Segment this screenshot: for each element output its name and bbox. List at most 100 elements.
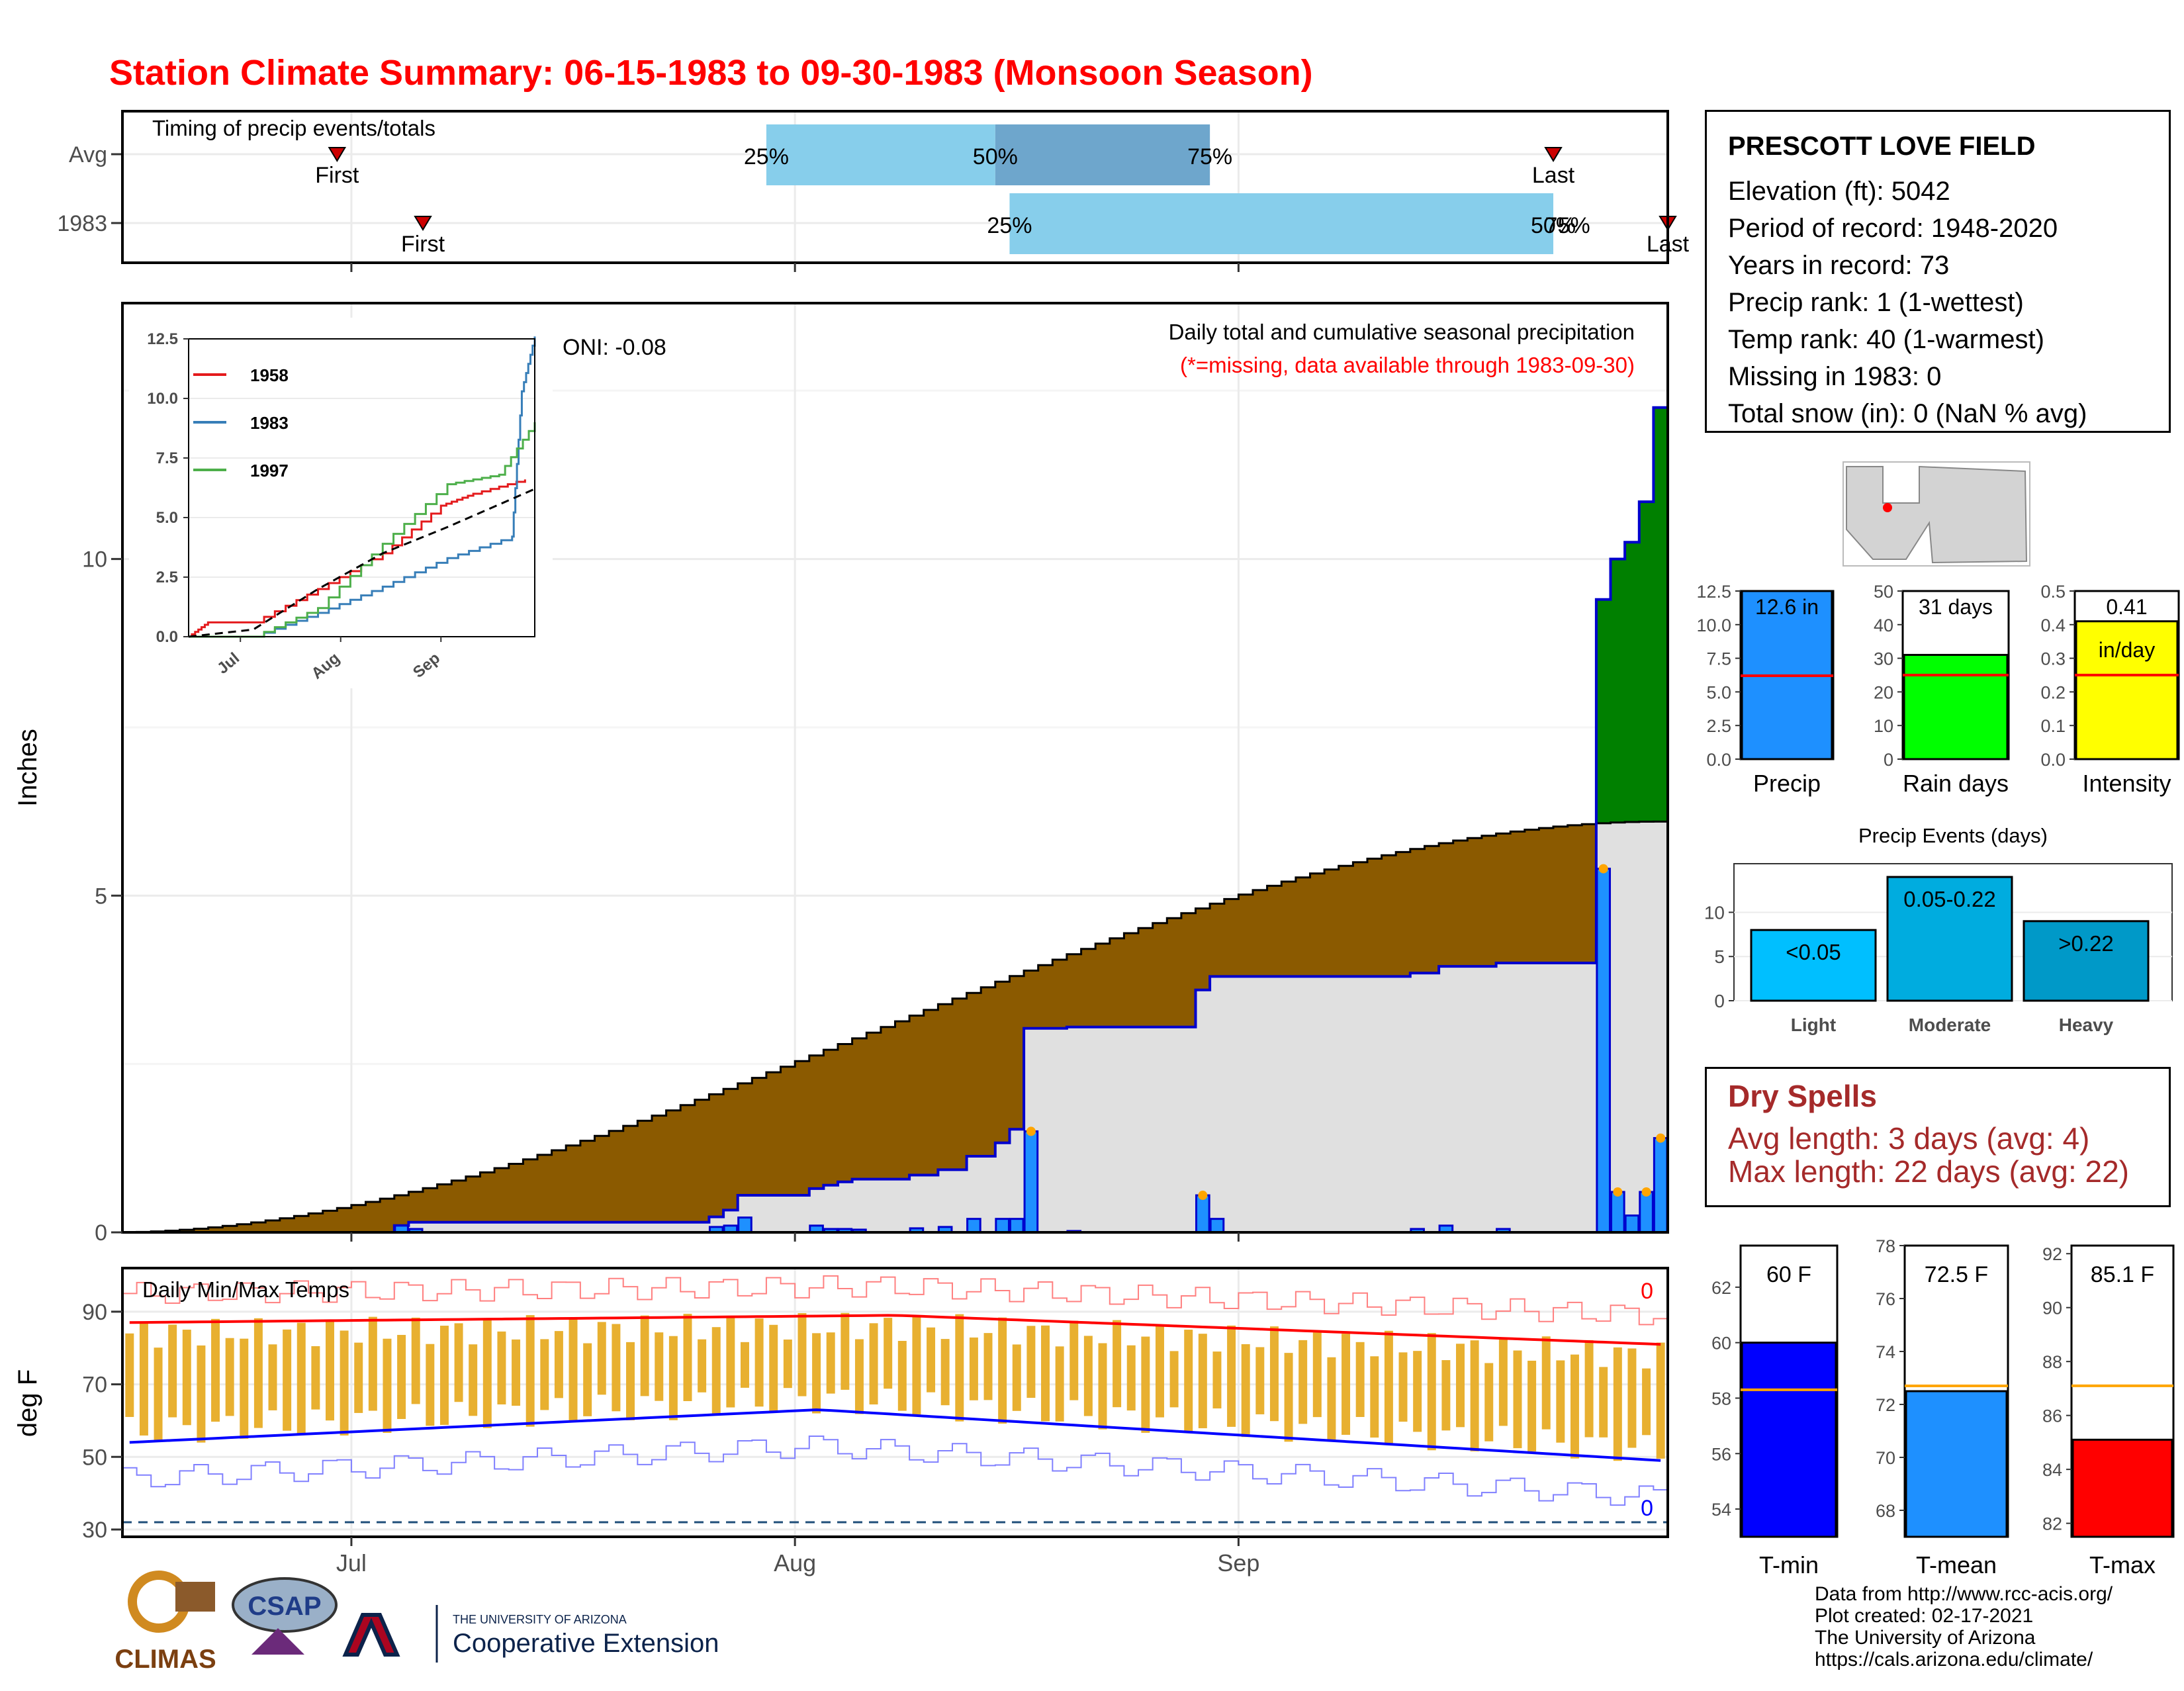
- locator-map: [1843, 461, 2030, 567]
- temp-bar-tick-label: 62: [1711, 1278, 1731, 1298]
- mini-bar-intensity: 0.0 0.1 0.2 0.3 0.4 0.5 0.41 in/day Intensity: [2040, 582, 2180, 797]
- daily-temp-bar: [1298, 1340, 1308, 1424]
- mini-bar-value: [2075, 620, 2179, 760]
- csap-logo-mountain: [251, 1628, 304, 1655]
- mini-bar-value: [1903, 654, 2009, 760]
- daily-temp-bar: [1083, 1336, 1093, 1416]
- event-bar-moderate: [1886, 876, 2013, 1002]
- cumulative-1983-line: [122, 406, 1668, 1234]
- daily-temp-bar: [668, 1336, 678, 1420]
- daily-temp-bar: [283, 1329, 292, 1431]
- daily-temp-bar: [983, 1333, 993, 1400]
- x-axis-month-label: Jul: [336, 1549, 367, 1577]
- precip-y-tick-label: 5: [95, 884, 107, 909]
- event-bar-label: <0.05: [1786, 940, 1841, 964]
- daily-temp-bar: [1413, 1351, 1422, 1432]
- last-event-marker: [1544, 147, 1563, 162]
- dry-spells-avg: Avg length: 3 days (avg: 4): [1728, 1121, 2090, 1156]
- precip-y-tick-label: 10: [82, 547, 107, 572]
- credit-line-3: The University of Arizona: [1815, 1627, 2036, 1649]
- daily-precip-marker: [1641, 1187, 1651, 1197]
- daily-precip-bar: [1023, 1130, 1039, 1234]
- daily-temp-bar: [1269, 1326, 1279, 1422]
- inset-y-tick-label: 0.0: [156, 628, 178, 646]
- record-low-line: [122, 1436, 1668, 1506]
- daily-temp-bar: [253, 1318, 263, 1428]
- cumulative-deficit-area: [122, 407, 1668, 1233]
- event-category-label: Light: [1791, 1015, 1836, 1035]
- avg-max-temp-line: [129, 1314, 1661, 1346]
- daily-temp-bar: [1384, 1330, 1393, 1445]
- daily-temp-bar: [354, 1342, 363, 1413]
- daily-temp-bar: [1355, 1342, 1365, 1417]
- daily-temp-bar: [1212, 1351, 1222, 1409]
- daily-precip-bar: [1610, 1191, 1625, 1234]
- daily-precip-bar: [1639, 1191, 1654, 1234]
- inset-series-1983: [189, 336, 536, 638]
- event-bar-label: >0.22: [2058, 931, 2114, 956]
- mini-bar-rain-days: 0 10 20 30 40 50 31 days Rain days: [1874, 582, 2010, 797]
- daily-precip-bar: [1009, 1218, 1024, 1234]
- daily-temp-bar: [1155, 1324, 1164, 1418]
- daily-temp-bar: [139, 1322, 148, 1436]
- daily-temp-bar: [1241, 1344, 1250, 1438]
- daily-temp-bar: [1370, 1356, 1379, 1438]
- temp-bar-tick-label: 92: [2042, 1244, 2062, 1264]
- credit-line-1: Data from http://www.rcc-acis.org/: [1815, 1583, 2113, 1605]
- mini-bar-tick-label: 0.5: [2040, 582, 2066, 602]
- daily-temp-bar: [884, 1318, 893, 1389]
- timing-bar: [995, 124, 1210, 185]
- inset-series-1997: [189, 422, 536, 638]
- precip-y-tick-label: 0: [95, 1220, 107, 1246]
- timing-pct-label: 75%: [1545, 213, 1590, 238]
- inset-legend-label: 1958: [250, 365, 289, 385]
- daily-temp-bar: [168, 1324, 177, 1418]
- daily-temp-bar: [955, 1314, 964, 1422]
- daily-temp-bar: [998, 1317, 1007, 1424]
- timing-row-label: 1983: [57, 211, 107, 236]
- precip-panel-title: Daily total and cumulative seasonal prec…: [1169, 320, 1635, 344]
- temp-bar-tick-label: 58: [1711, 1389, 1731, 1408]
- ua-logo-small-text: THE UNIVERSITY OF ARIZONA: [453, 1613, 627, 1626]
- daily-temp-bar: [1342, 1334, 1351, 1435]
- daily-precip-bar: [995, 1218, 1010, 1234]
- daily-temp-bar: [1642, 1368, 1651, 1436]
- daily-temp-bar: [154, 1348, 163, 1442]
- daily-temp-bar: [783, 1339, 792, 1389]
- daily-temp-bar: [411, 1317, 420, 1404]
- timing-pct-label: 75%: [1187, 144, 1232, 169]
- mini-bar-tick-label: 7.5: [1706, 649, 1731, 669]
- temp-bar-title: T-max: [2089, 1551, 2156, 1578]
- mini-bar-tick-label: 0.0: [2040, 750, 2066, 770]
- daily-temp-bar: [482, 1318, 492, 1428]
- ua-logo-big-text: Cooperative Extension: [453, 1629, 719, 1658]
- cumulative-avg-line: [122, 820, 1668, 1234]
- daily-temp-bar: [1041, 1325, 1050, 1422]
- daily-temp-bar: [754, 1318, 764, 1407]
- daily-temp-bar: [927, 1327, 936, 1393]
- last-event-label: Last: [1532, 163, 1575, 188]
- temp-bar-value: [1741, 1342, 1837, 1538]
- daily-temp-bar: [655, 1332, 664, 1401]
- daily-precip-marker: [1198, 1191, 1208, 1201]
- daily-precip-marker: [1613, 1187, 1623, 1197]
- daily-precip-bar: [1624, 1214, 1640, 1234]
- oni-label: ONI: -0.08: [563, 335, 666, 360]
- climas-logo-cloud: [175, 1582, 215, 1612]
- daily-temp-bar: [1627, 1348, 1637, 1448]
- mini-bar-value-label: 12.6 in: [1755, 595, 1819, 619]
- mini-bar-tick-label: 2.5: [1706, 716, 1731, 736]
- mini-bar-tick-label: 12.5: [1696, 582, 1731, 602]
- daily-temp-bar: [383, 1338, 392, 1433]
- daily-temp-bar: [583, 1343, 592, 1416]
- daily-temp-bar: [640, 1315, 649, 1396]
- daily-temp-bar: [340, 1330, 349, 1436]
- daily-temp-bar: [197, 1345, 206, 1443]
- temp-bar-value-label: 85.1 F: [2091, 1262, 2154, 1287]
- inset-y-tick-label: 7.5: [156, 449, 178, 467]
- inset-legend-label: 1983: [250, 413, 289, 433]
- event-category-label: Moderate: [1909, 1015, 1991, 1035]
- daily-temp-bar: [797, 1313, 807, 1396]
- temp-bar-tick-label: 70: [1876, 1448, 1895, 1468]
- daily-temp-bar: [1169, 1351, 1179, 1408]
